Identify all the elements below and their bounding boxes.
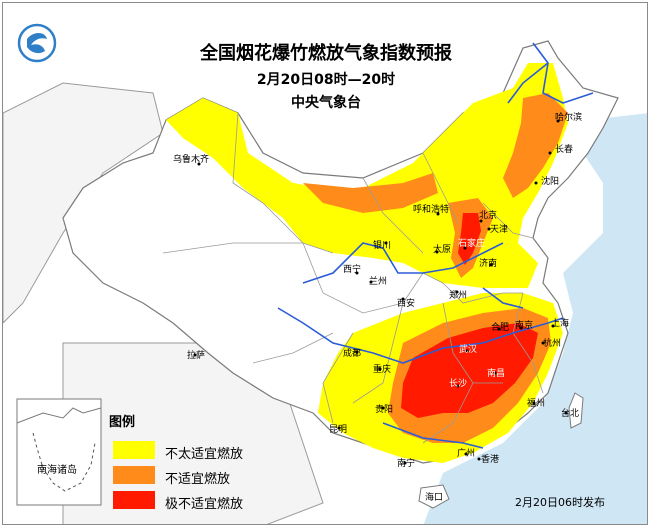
city-label: 石家庄 [458,239,486,249]
east-sea [423,113,647,524]
legend-swatch [113,466,155,484]
city-label: 呼和浩特 [413,205,450,215]
city-label: 济南 [479,259,498,269]
hainan-island [418,484,450,509]
zone-high-south [401,323,538,418]
city-label: 香港 [481,455,500,465]
city-label: 福州 [527,399,546,409]
city-label: 南昌 [487,369,506,379]
legend-title: 图例 [109,415,136,430]
city-label: 长沙 [449,379,468,389]
city-label: 南京 [515,321,534,331]
inset-coast [16,407,102,424]
city-dots [193,119,568,499]
city-label: 郑州 [449,291,468,301]
city-label: 台北 [561,409,580,419]
issuing-agency: 中央气象台 [291,95,361,111]
rivers [277,42,594,449]
page-title: 全国烟花爆竹燃放气象指数预报 [200,43,452,64]
legend-label: 极不适宜燃放 [165,497,244,512]
city-label: 昆明 [329,425,348,435]
city-label: 海口 [425,493,444,503]
city-label: 合肥 [491,323,510,333]
legend-swatch [113,491,155,509]
south-sea-inset [16,398,102,506]
issue-time: 2月20日06时发布 [515,496,605,509]
map-canvas [3,40,647,524]
city-label: 上海 [551,319,570,329]
city-label: 西安 [397,299,416,309]
city-label: 重庆 [373,365,392,375]
city-label: 南宁 [397,459,416,469]
zone-high-central [458,213,481,265]
city-label: 沈阳 [541,177,560,187]
city-label: 长春 [555,145,574,155]
inset-dash-line [32,432,96,492]
zone-mid-northeast [503,93,568,198]
legend-label: 不太适宜燃放 [165,447,244,462]
city-label: 兰州 [369,277,388,287]
city-label: 西宁 [343,265,362,275]
city-label: 北京 [479,211,498,221]
forecast-period: 2月20日08时—20时 [256,72,396,88]
zone-mid-north [303,173,438,213]
legend-label: 不适宜燃放 [165,472,231,487]
city-label: 太原 [433,245,452,255]
city-label: 广州 [457,449,476,459]
city-label: 武汉 [459,345,478,355]
city-label: 杭州 [543,339,562,349]
city-label: 拉萨 [187,351,206,361]
cma-logo-icon [17,23,57,63]
city-label: 银川 [373,241,392,251]
city-label: 天津 [490,225,509,235]
taiwan-island [568,392,584,429]
city-label: 成都 [343,349,362,359]
city-label: 哈尔滨 [555,113,583,123]
city-label: 乌鲁木齐 [173,155,210,165]
province-borders [162,112,544,444]
legend-swatch [113,441,155,459]
inset-label: 南海诸岛 [37,465,77,476]
city-label: 贵阳 [375,405,394,415]
